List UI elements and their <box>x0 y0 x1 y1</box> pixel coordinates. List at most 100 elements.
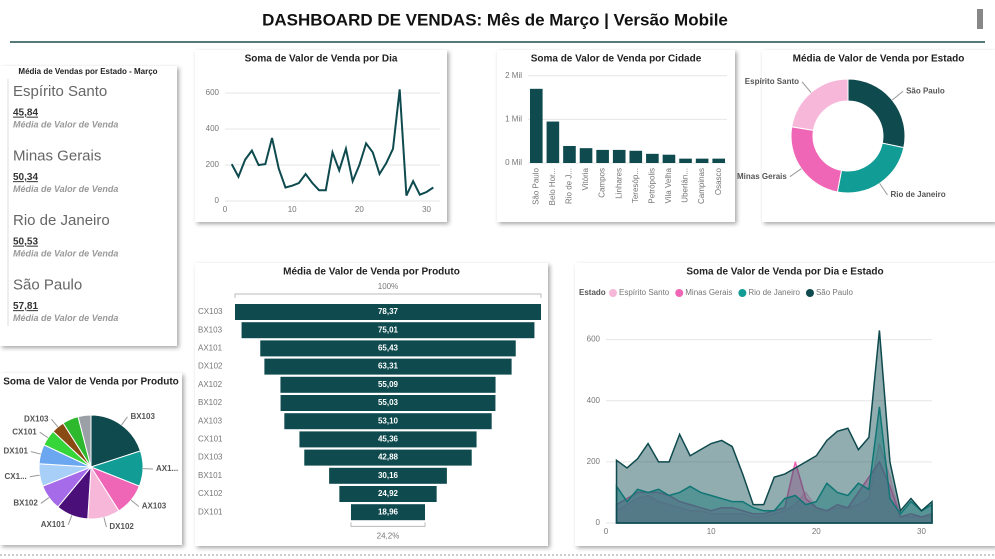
chart-title: Soma de Valor de Venda por Dia e Estado <box>686 267 883 278</box>
y-tick-label: 0 Mil <box>505 158 522 167</box>
slice <box>90 414 142 468</box>
y-tick-label: 400 <box>587 396 601 405</box>
label-leader <box>51 418 59 428</box>
chart-panel <box>195 50 447 222</box>
slice-label: DX101 <box>3 447 28 456</box>
card-name: Espírito Santo <box>13 83 107 100</box>
slice-label: Rio de Janeiro <box>890 190 945 199</box>
y-tick-label: 600 <box>587 335 601 344</box>
funnel-value: 30,16 <box>378 471 399 480</box>
y-tick-label: 1 Mil <box>505 114 522 123</box>
legend-title: Estado <box>579 288 606 297</box>
y-tick-label: 0 <box>215 196 220 205</box>
slice-label: BX102 <box>13 499 38 508</box>
bar <box>612 149 626 163</box>
bar <box>646 153 659 163</box>
funnel-category: CX103 <box>198 307 223 316</box>
funnel-value: 63,31 <box>378 362 399 371</box>
chart-funnel: Média de Valor de Venda por Produto 100% 7… <box>195 263 548 546</box>
label-leader <box>891 90 904 101</box>
funnel-category: BX103 <box>198 325 223 334</box>
legend-label: Rio de Janeiro <box>748 288 800 297</box>
funnel-category: CX102 <box>198 489 223 498</box>
bar <box>546 121 560 163</box>
legend-swatch <box>675 289 684 297</box>
x-tick-label: Petrópolis <box>647 168 656 204</box>
funnel-value: 65,43 <box>378 344 399 353</box>
funnel-category: DX101 <box>198 507 223 516</box>
x-tick-label: Teresóp... <box>631 168 640 203</box>
x-tick-label: 0 <box>223 205 228 214</box>
chart-title: Média de Valor de Venda por Estado <box>793 54 965 65</box>
x-tick-label: Osasco <box>714 167 723 195</box>
card-name: Minas Gerais <box>13 147 101 164</box>
area-series <box>615 443 933 524</box>
funnel-value: 55,09 <box>378 380 399 389</box>
bar <box>679 158 692 163</box>
y-tick-label: 600 <box>206 88 220 97</box>
chart-pie: Soma de Valor de Venda por Produto BX103 A… <box>0 373 182 545</box>
x-tick-label: 10 <box>288 205 297 214</box>
bar <box>629 150 643 163</box>
slice <box>791 78 849 131</box>
scroll-indicator <box>977 9 983 29</box>
funnel-bar <box>241 322 535 339</box>
slice-label: CX101 <box>12 427 37 436</box>
funnel-value: 53,10 <box>378 416 399 425</box>
funnel-bottom-label: 24,2% <box>377 532 400 541</box>
y-tick-label: 2 Mil <box>505 71 522 80</box>
funnel-category: BX101 <box>198 471 223 480</box>
legend-swatch <box>805 289 814 297</box>
slice-label: DX102 <box>109 522 134 531</box>
card-value: 50,34 <box>13 172 38 183</box>
y-tick-label: 200 <box>206 160 220 169</box>
bar <box>662 154 676 163</box>
bar <box>563 145 576 163</box>
card-name: Rio de Janeiro <box>13 212 110 229</box>
card-name: São Paulo <box>13 276 82 293</box>
label-leader <box>879 183 888 196</box>
x-tick-label: Campinas <box>697 168 706 204</box>
x-tick-label: 10 <box>707 527 716 536</box>
label-leader <box>40 497 50 504</box>
area-series <box>615 406 933 524</box>
label-leader <box>121 416 128 426</box>
x-tick-label: Campos <box>598 168 607 198</box>
x-tick-label: Belo Hor... <box>548 168 557 205</box>
funnel-bar <box>260 340 516 357</box>
chart-title: Soma de Valor de Venda por Cidade <box>531 54 702 65</box>
area-series <box>615 330 933 524</box>
funnel-category: DX103 <box>198 453 223 462</box>
line-series <box>230 89 434 197</box>
bar <box>695 158 709 163</box>
card-value: 45,84 <box>13 108 38 119</box>
funnel-bar <box>264 358 512 375</box>
legend-label: Espírito Santo <box>619 288 670 297</box>
funnel-bar <box>339 486 437 502</box>
funnel-bar <box>280 395 496 411</box>
card-value: 50,53 <box>13 237 38 248</box>
card-label: Média de Valor de Venda <box>13 184 118 194</box>
x-tick-label: Vitória <box>581 167 590 190</box>
chart-title: Soma de Valor de Venda por Produto <box>3 377 179 388</box>
label-leader <box>789 168 802 178</box>
slice-label: BX103 <box>130 412 155 421</box>
bar <box>579 148 593 163</box>
area-series <box>615 460 933 524</box>
funnel-bar <box>284 413 492 430</box>
slice-label: Espírito Santo <box>745 77 799 86</box>
label-leader <box>30 451 41 455</box>
funnel-top-bracket <box>234 293 542 298</box>
funnel-value: 18,96 <box>378 507 399 516</box>
funnel-value: 45,36 <box>378 435 399 444</box>
funnel-category: DX102 <box>198 362 223 371</box>
chart-title: Soma de Valor de Venda por Dia <box>245 54 398 65</box>
funnel-value: 42,88 <box>378 453 399 462</box>
card-value: 57,81 <box>13 301 38 312</box>
cards-title: Média de Vendas por Estado - Março <box>18 67 157 76</box>
chart-title: Média de Valor de Venda por Produto <box>283 267 460 278</box>
label-leader <box>29 474 40 478</box>
slice-label: São Paulo <box>906 86 945 95</box>
funnel-top-label: 100% <box>378 282 398 291</box>
